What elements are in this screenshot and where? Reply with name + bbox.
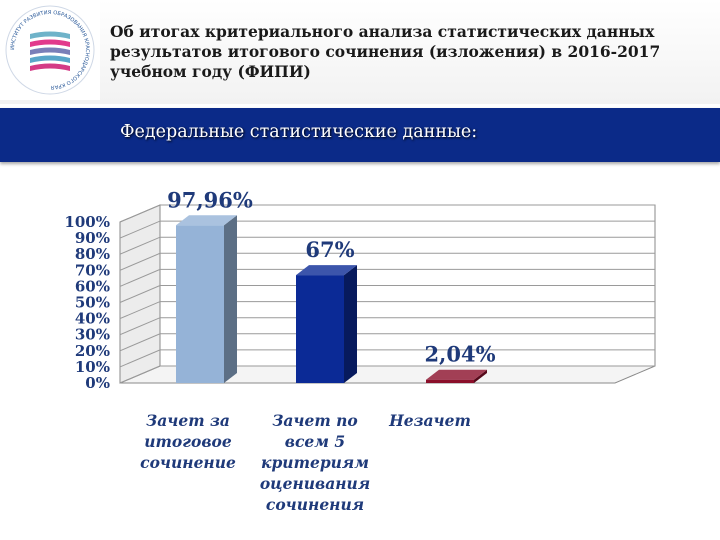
logo-book-3 xyxy=(30,47,70,55)
logo-book-5 xyxy=(30,63,70,71)
y-tick-label: 20% xyxy=(75,342,110,360)
x-category-label: критериям xyxy=(261,453,369,472)
gridline xyxy=(119,365,655,384)
y-tick-label: 40% xyxy=(75,310,110,328)
logo: ИНСТИТУТ РАЗВИТИЯ ОБРАЗОВАНИЯ КРАСНОДАРС… xyxy=(0,0,100,100)
bar-front xyxy=(176,225,224,383)
bar-side xyxy=(344,265,357,383)
page-title: Об итогах критериального анализа статист… xyxy=(110,22,661,81)
y-tick-label: 60% xyxy=(75,277,110,295)
x-category-label: сочинение xyxy=(140,453,236,472)
x-category-label: итоговое xyxy=(144,432,232,451)
gridline xyxy=(119,333,655,352)
bar-side xyxy=(474,369,487,383)
gridline xyxy=(119,204,655,223)
x-category-label: всем 5 xyxy=(285,432,345,451)
gridline xyxy=(119,301,655,320)
section-banner: Федеральные статистические данные: xyxy=(0,108,720,162)
y-tick-label: 80% xyxy=(75,245,110,263)
data-label: 2,04% xyxy=(424,342,495,367)
y-tick-label: 30% xyxy=(75,326,110,344)
y-tick-label: 0% xyxy=(85,374,110,392)
bar-side xyxy=(224,215,237,383)
bar-top xyxy=(176,215,237,226)
gridline xyxy=(119,285,655,303)
x-category-label: сочинения xyxy=(266,495,364,514)
gridline xyxy=(119,220,655,239)
bar-3 xyxy=(426,369,487,383)
y-tick-label: 50% xyxy=(75,294,110,312)
y-tick-label: 10% xyxy=(75,358,110,376)
gridline xyxy=(119,268,655,287)
x-category-label: Зачет за xyxy=(146,411,230,430)
bar-front xyxy=(296,275,344,383)
gridline xyxy=(119,317,655,336)
y-tick-label: 70% xyxy=(75,261,110,279)
y-tick-label: 90% xyxy=(75,229,110,247)
bar-front xyxy=(426,379,474,383)
bar-chart: 0%10%20%30%40%50%60%70%80%90%100% 97,96% 6… xyxy=(64,187,656,514)
x-category-label: оценивания xyxy=(260,474,370,493)
banner-title: Федеральные статистические данные: xyxy=(120,122,478,142)
institute-logo-icon: ИНСТИТУТ РАЗВИТИЯ ОБРАЗОВАНИЯ КРАСНОДАРС… xyxy=(5,5,95,95)
x-category-label: Зачет по xyxy=(272,411,358,430)
gridline xyxy=(119,252,655,271)
y-tick-label: 100% xyxy=(64,213,110,231)
bar-1 xyxy=(176,215,237,383)
gridline xyxy=(119,349,655,368)
data-label: 97,96% xyxy=(167,187,253,212)
bar-2 xyxy=(296,265,357,383)
bar-top xyxy=(296,265,357,276)
bar-top xyxy=(426,369,487,380)
logo-book-2 xyxy=(30,39,70,47)
header: ИНСТИТУТ РАЗВИТИЯ ОБРАЗОВАНИЯ КРАСНОДАРС… xyxy=(0,0,720,104)
gridline xyxy=(119,236,655,255)
data-label: 67% xyxy=(305,237,354,262)
chart-grid xyxy=(119,204,656,384)
logo-book-1 xyxy=(30,31,70,39)
x-category-label: Незачет xyxy=(388,411,471,430)
logo-book-4 xyxy=(30,55,70,63)
